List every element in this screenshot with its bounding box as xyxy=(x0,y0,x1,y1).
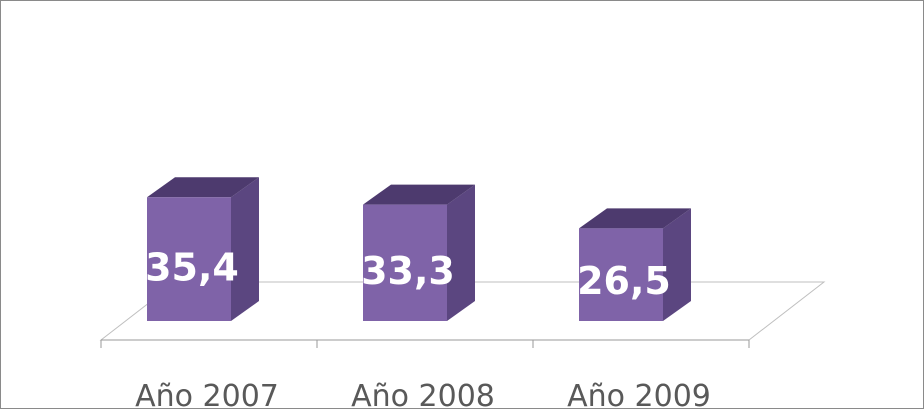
x-tick-label: Año 2008 xyxy=(351,379,495,408)
bar xyxy=(147,177,259,321)
x-tick-label: Año 2007 xyxy=(135,379,279,408)
bar-top xyxy=(579,208,691,229)
bar xyxy=(579,208,691,321)
data-label: 35,4 xyxy=(145,246,239,290)
bar-front xyxy=(363,204,447,321)
bar-side xyxy=(231,177,259,321)
bar-top xyxy=(147,177,259,198)
bar-side xyxy=(447,184,475,321)
bar-front xyxy=(579,228,663,321)
x-tick-label: Año 2009 xyxy=(567,379,711,408)
bar-top xyxy=(363,184,475,205)
data-label: 26,5 xyxy=(577,259,671,303)
bar xyxy=(363,184,475,321)
bar-front xyxy=(147,197,231,321)
data-label: 33,3 xyxy=(361,249,455,293)
bar-side xyxy=(663,208,691,321)
